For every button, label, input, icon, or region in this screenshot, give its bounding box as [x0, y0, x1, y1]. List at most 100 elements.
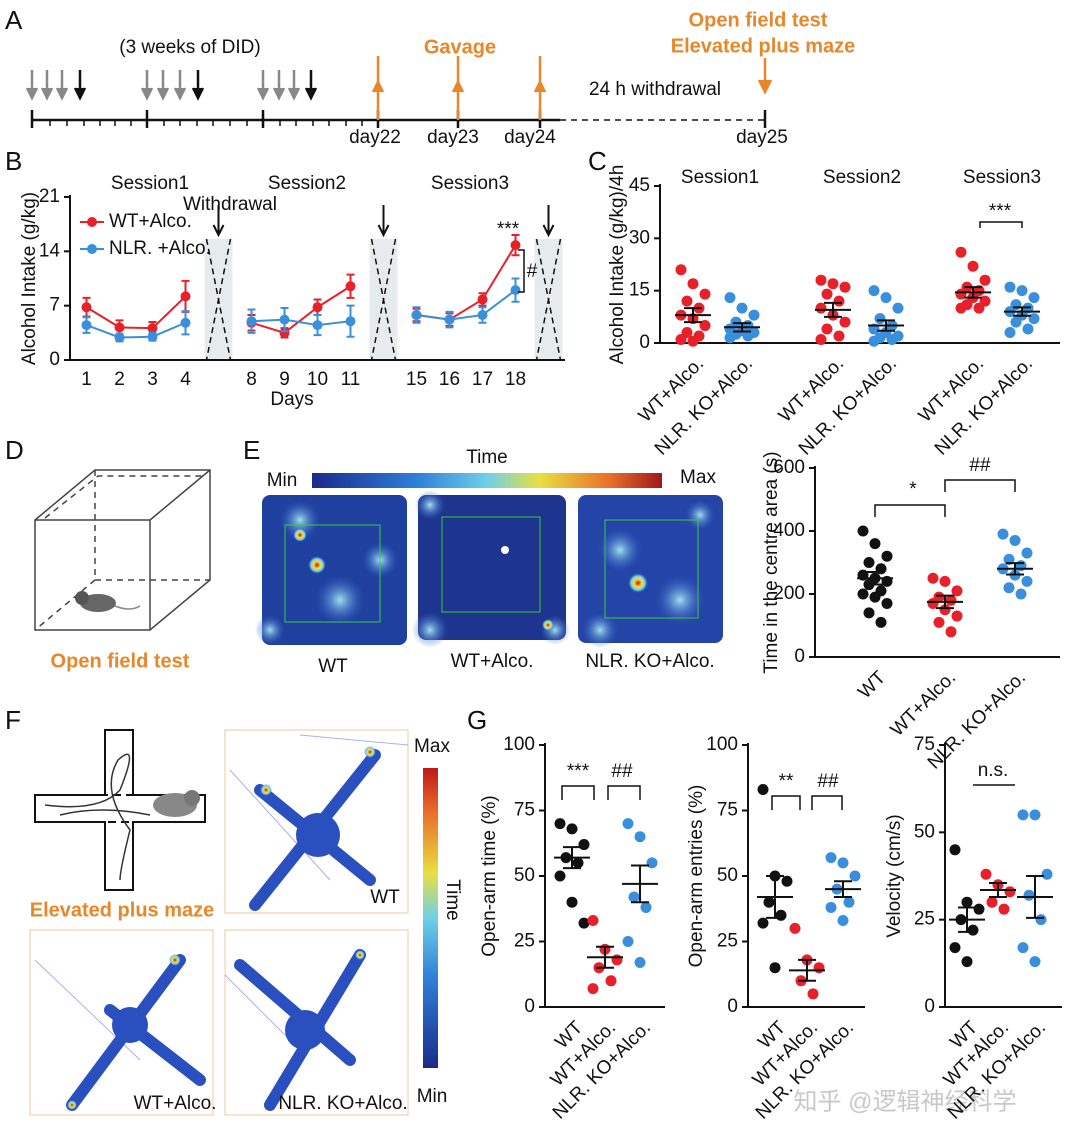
y-tick-label: 100 [503, 734, 535, 755]
data-point [869, 538, 881, 550]
y-tick-label: 400 [773, 520, 805, 541]
data-point [769, 962, 781, 974]
data-point [114, 322, 125, 333]
annotation: ## [611, 761, 633, 782]
y-axis-label: Time in the centre area (s) [761, 451, 782, 673]
annotation: ## [969, 455, 991, 476]
x-tick-label: 17 [472, 369, 493, 390]
significance-bracket [979, 221, 1023, 228]
data-point [1028, 313, 1040, 325]
error-bar [1026, 875, 1044, 919]
error-bar [1013, 306, 1031, 317]
data-point [1003, 553, 1015, 565]
data-point [312, 320, 323, 331]
data-point [675, 334, 687, 346]
data-point [1021, 575, 1033, 587]
significance-bracket [518, 249, 525, 293]
data-point [578, 917, 590, 929]
heatmaps-e [255, 473, 723, 648]
significance-bracket [811, 795, 843, 810]
data-point [477, 309, 488, 320]
data-point [477, 294, 488, 305]
panel-label: G [467, 705, 487, 735]
heatmap-label: WT [370, 887, 400, 908]
data-point [863, 607, 875, 619]
error-bar [798, 958, 816, 982]
data-point [868, 335, 880, 347]
day-label: day24 [504, 127, 556, 148]
data-point [622, 936, 634, 947]
test-label: Elevated plus maze [671, 35, 856, 57]
data-point [874, 313, 886, 325]
y-tick-label: 100 [706, 734, 738, 755]
data-point [839, 316, 851, 328]
data-point [973, 302, 985, 314]
data-point [927, 572, 939, 584]
scale-min: Min [267, 470, 298, 491]
data-point [1004, 281, 1016, 293]
data-point [1029, 809, 1041, 821]
data-point [869, 591, 881, 603]
data-point [510, 285, 521, 296]
heatmap-label: NLR. KO+Alco. [585, 651, 714, 672]
y-axis-label: Velocity (cm/s) [884, 814, 905, 938]
y-axis-label: Alcohol Intake (g/kg)/4h [607, 165, 628, 365]
error-bar [596, 945, 614, 969]
caption: Open field test [51, 650, 190, 672]
scale-min: Min [417, 1086, 448, 1107]
x-tick-label: 3 [147, 369, 158, 390]
data-point [886, 334, 898, 346]
data-point [1004, 327, 1016, 339]
data-point [967, 260, 979, 272]
data-point [979, 274, 991, 286]
y-tick-label: 7 [49, 295, 60, 316]
data-point [114, 332, 125, 343]
annotation: Session3 [431, 173, 509, 194]
y-tick-label: 45 [629, 175, 650, 196]
data-point [345, 281, 356, 292]
x-tick-label: 15 [406, 369, 427, 390]
error-bar [684, 307, 702, 324]
annotation: Session2 [823, 167, 901, 188]
data-point [945, 626, 957, 638]
data-point [821, 323, 833, 335]
data-point [1021, 547, 1033, 559]
withdrawal-arrow [542, 205, 555, 238]
y-axis-label: Open-arm entries (%) [686, 785, 707, 968]
data-point [939, 575, 951, 587]
y-tick-label: 600 [773, 457, 805, 478]
annotation: Session2 [268, 173, 346, 194]
annotation: *** [497, 219, 520, 240]
data-point [821, 288, 833, 300]
data-point [815, 274, 827, 286]
y-tick-label: 21 [39, 186, 60, 207]
data-point [147, 331, 158, 342]
x-tick-label: WT+Alco. [887, 667, 960, 740]
x-tick-label: 1 [81, 369, 92, 390]
day-label: day23 [427, 127, 479, 148]
data-point [699, 288, 711, 300]
data-point [880, 292, 892, 304]
y-tick-label: 0 [639, 332, 650, 353]
y-tick-label: 75 [914, 734, 935, 755]
data-point [1016, 285, 1028, 297]
test-label: Open field test [689, 9, 828, 31]
scale-max: Max [414, 736, 450, 757]
data-point [345, 316, 356, 327]
data-point [724, 332, 736, 344]
data-point [833, 330, 845, 342]
error-bar [958, 906, 976, 933]
x-tick-label: 9 [279, 369, 290, 390]
data-point [868, 285, 880, 297]
data-point [927, 597, 939, 609]
data-point [781, 875, 793, 887]
data-point [955, 302, 967, 314]
data-point [961, 956, 973, 968]
annotation: n.s. [978, 760, 1009, 781]
legend-label: WT+Alco. [109, 211, 192, 232]
withdrawal-marker [205, 238, 232, 361]
data-point [736, 302, 748, 314]
data-point [933, 616, 945, 628]
x-tick-label: WT [854, 667, 890, 703]
error-bar [1006, 562, 1024, 576]
